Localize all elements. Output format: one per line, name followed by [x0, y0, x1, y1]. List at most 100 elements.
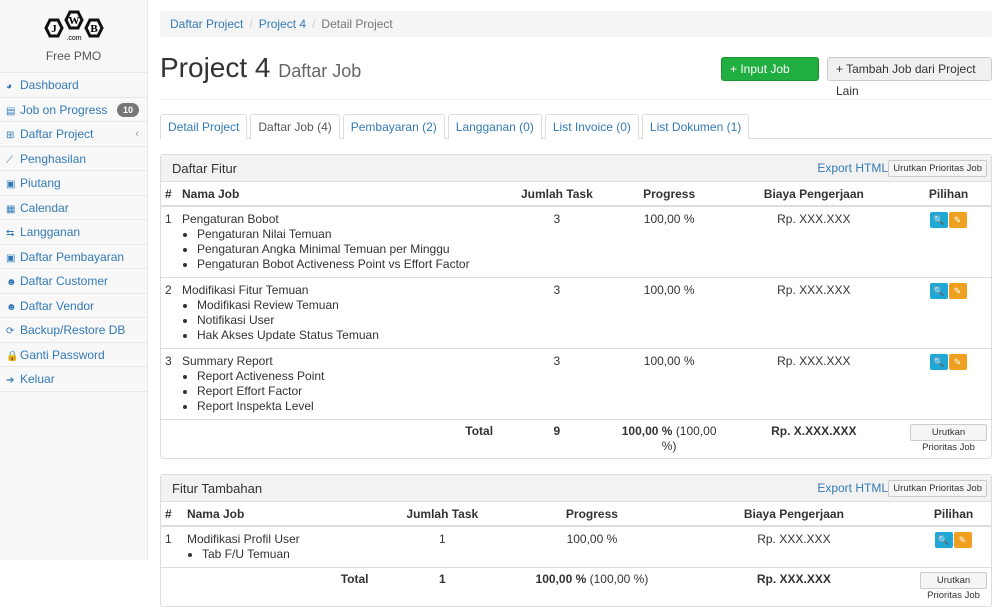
- search-icon[interactable]: 🔍: [929, 212, 948, 228]
- tab-list-dokumen-[interactable]: List Dokumen (1): [641, 114, 750, 139]
- column-header: Nama Job: [177, 182, 498, 207]
- column-header: Biaya Pengerjaan: [721, 182, 907, 207]
- sidebar-item-label: Backup/Restore DB: [20, 323, 126, 337]
- sidebar-item-dashboard[interactable]: ◕ Dashboard: [0, 73, 147, 98]
- tabs: Detail Project Daftar Job (4) Pembayaran (…: [160, 114, 992, 139]
- edit-icon[interactable]: ✎: [948, 283, 967, 299]
- input-job-baru-button[interactable]: + Input Job Baru: [721, 57, 819, 98]
- jwb-logo-icon: J W B .com: [43, 10, 104, 42]
- sidebar-item-piutang[interactable]: ▣ Piutang: [0, 171, 147, 196]
- biaya: Rp. XXX.XXX: [721, 205, 907, 278]
- column-header: Jumlah Task: [497, 182, 617, 207]
- panel-title: Fitur Tambahan: [172, 481, 263, 496]
- tab-langganan-[interactable]: Langganan (0): [447, 114, 542, 139]
- export-html-link[interactable]: Export HTML: [817, 481, 888, 495]
- task-count: 3: [497, 205, 617, 278]
- sidebar-item-label: Penghasilan: [20, 151, 87, 166]
- sidebar-item-label: Langganan: [20, 225, 81, 239]
- row-number: 1: [161, 205, 178, 278]
- biaya: Rp. XXX.XXX: [721, 348, 907, 420]
- export-html-link[interactable]: Export HTML: [817, 161, 888, 175]
- retweet-icon: ⇆: [6, 228, 15, 239]
- job-name: Modifikasi Profil User: [186, 532, 300, 546]
- search-icon[interactable]: 🔍: [929, 354, 948, 370]
- panel-title: Daftar Fitur: [172, 161, 238, 176]
- sidebar: J W B .com Free PMO ◕ Dashboard ▤ Job on Pr…: [0, 0, 148, 560]
- sidebar-item-daftar-vendor[interactable]: ☻ Daftar Vendor: [0, 294, 147, 318]
- sidebar-item-daftar-customer[interactable]: ☻ Daftar Customer: [0, 269, 147, 294]
- sidebar-item-keluar[interactable]: ➔ Keluar: [0, 367, 147, 392]
- task-item: Report Inspekta Level: [197, 399, 493, 414]
- total-count: 9: [497, 419, 617, 458]
- tab-list-invoice-[interactable]: List Invoice (0): [544, 114, 639, 139]
- dashboard-icon: ◕: [6, 81, 13, 92]
- tab-detail-project[interactable]: Detail Project: [160, 114, 248, 139]
- sidebar-item-backup-restore-db[interactable]: ⟳ Backup/Restore DB: [0, 318, 147, 343]
- total-progress: 100,00 % (100,00 %): [512, 567, 672, 606]
- sidebar-item-label: Piutang: [20, 176, 61, 190]
- sidebar-item-daftar-project[interactable]: ⊞ Daftar Project ‹: [0, 122, 147, 147]
- progress: 100,00 %: [616, 205, 722, 278]
- sidebar-item-label: Job on Progress: [20, 102, 108, 117]
- svg-text:.com: .com: [66, 35, 81, 42]
- progress: 100,00 %: [616, 348, 722, 420]
- sort-priority-button[interactable]: Urutkan Prioritas Job: [888, 160, 987, 177]
- panel-fitur-tambahan: Fitur Tambahan Export HTML Urutkan Priorit…: [160, 474, 992, 607]
- sort-priority-button[interactable]: Urutkan Prioritas Job: [910, 424, 987, 453]
- sidebar-item-penghasilan[interactable]: ⟋ Penghasilan: [0, 147, 147, 171]
- sort-priority-button[interactable]: Urutkan Prioritas Job: [888, 480, 987, 497]
- row-number: 3: [161, 348, 178, 420]
- row-number: 2: [161, 277, 178, 349]
- job-name: Pengaturan Bobot: [181, 212, 279, 226]
- breadcrumb-daftar-project[interactable]: Daftar Project: [170, 17, 244, 31]
- search-icon[interactable]: 🔍: [934, 532, 953, 548]
- logo[interactable]: J W B .com Free PMO: [0, 0, 147, 73]
- column-header: Progress: [616, 182, 722, 207]
- progress: 100,00 %: [512, 525, 672, 568]
- sidebar-item-ganti-password[interactable]: 🔒 Ganti Password: [0, 343, 147, 367]
- users-icon: ☻: [6, 277, 17, 288]
- column-header: Pilihan: [916, 502, 991, 527]
- sidebar-item-label: Dashboard: [20, 78, 79, 92]
- breadcrumb-project-4[interactable]: Project 4: [258, 17, 307, 31]
- total-label: Total: [177, 419, 498, 458]
- money-icon: ▣: [6, 179, 16, 190]
- sidebar-item-daftar-pembayaran[interactable]: ▣ Daftar Pembayaran: [0, 245, 147, 269]
- sidebar-item-langganan[interactable]: ⇆ Langganan: [0, 220, 147, 245]
- app-name: Free PMO: [45, 49, 102, 63]
- job-name: Modifikasi Fitur Temuan: [181, 283, 309, 297]
- tab-pembayaran-[interactable]: Pembayaran (2): [342, 114, 445, 139]
- sidebar-item-calendar[interactable]: ▦ Calendar: [0, 196, 147, 220]
- task-item: Pengaturan Bobot Activeness Point vs Eff…: [197, 257, 493, 272]
- total-biaya: Rp. XXX.XXX: [671, 567, 917, 606]
- search-icon[interactable]: 🔍: [929, 283, 948, 299]
- task-item: Pengaturan Angka Minimal Temuan per Ming…: [197, 242, 493, 257]
- total-label: Total: [182, 567, 373, 606]
- page-subtitle: Daftar Job: [278, 61, 362, 81]
- progress: 100,00 %: [616, 277, 722, 349]
- tambah-job-button[interactable]: + Tambah Job dari Project Lain: [827, 57, 992, 98]
- sidebar-item-label: Daftar Project: [20, 127, 94, 141]
- chevron-left-icon[interactable]: ‹: [135, 128, 139, 140]
- edit-icon[interactable]: ✎: [953, 532, 972, 548]
- task-count: 3: [497, 348, 617, 420]
- sidebar-item-job-on-progress[interactable]: ▤ Job on Progress 10: [0, 98, 147, 122]
- money-icon: ▣: [6, 252, 16, 264]
- task-item: Report Effort Factor: [197, 384, 493, 399]
- sort-priority-button[interactable]: Urutkan Prioritas Job: [920, 572, 987, 601]
- task-count: 3: [497, 277, 617, 349]
- sidebar-item-label: Daftar Customer: [20, 274, 109, 288]
- svg-text:J: J: [51, 23, 57, 35]
- job-name: Summary Report: [181, 354, 273, 368]
- task-count: 1: [372, 525, 513, 568]
- edit-icon[interactable]: ✎: [948, 354, 967, 370]
- biaya: Rp. XXX.XXX: [671, 525, 917, 568]
- sidebar-item-label: Daftar Vendor: [20, 298, 95, 313]
- breadcrumb: Daftar Project / Project 4/Detail Project: [160, 11, 992, 37]
- tab-daftar-job-[interactable]: Daftar Job (4): [250, 114, 340, 139]
- row-number: 1: [161, 525, 183, 568]
- sidebar-item-label: Ganti Password: [20, 347, 105, 362]
- edit-icon[interactable]: ✎: [948, 212, 967, 228]
